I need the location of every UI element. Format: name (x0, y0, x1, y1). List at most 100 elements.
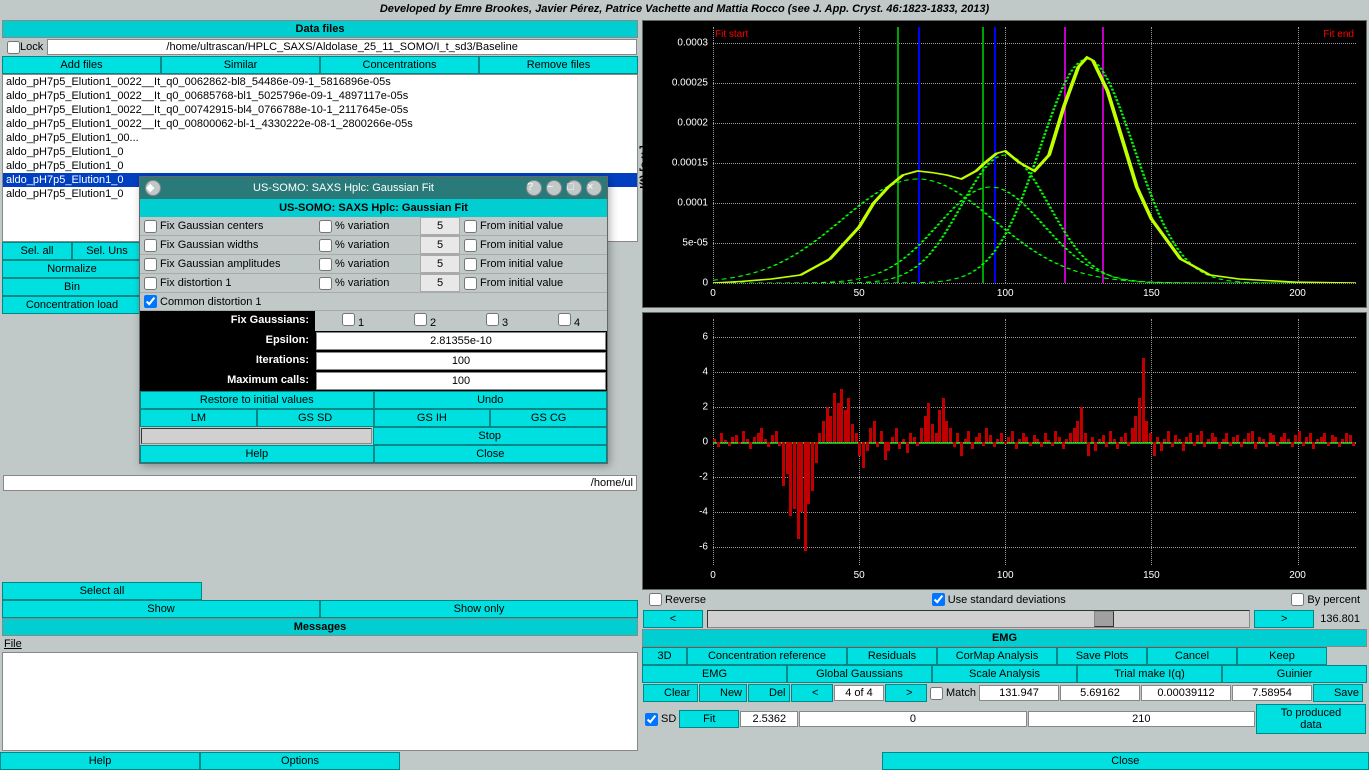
file-item[interactable]: aldo_pH7p5_Elution1_00... (3, 131, 637, 145)
gs-ih-button[interactable]: GS IH (374, 409, 491, 427)
slider-left-button[interactable]: < (643, 610, 703, 628)
fix-gaussian-1-checkbox[interactable]: 1 (342, 313, 364, 329)
cormap-analysis-button[interactable]: CorMap Analysis (937, 647, 1057, 665)
file-menu[interactable]: File (2, 636, 638, 652)
dialog-help-icon[interactable]: ? (526, 180, 542, 196)
select-all-button[interactable]: Select all (2, 582, 202, 600)
variation-0-value[interactable]: 5 (420, 217, 460, 235)
trial-make-i(q)-button[interactable]: Trial make I(q) (1077, 665, 1222, 683)
val3-input[interactable] (1141, 685, 1231, 701)
concentration-reference-button[interactable]: Concentration reference (687, 647, 847, 665)
dialog-close-button[interactable]: Close (374, 445, 608, 463)
range-start-input[interactable] (799, 711, 1026, 727)
fix-gaussians-label: Fix Gaussians: (140, 311, 315, 331)
residuals-button[interactable]: Residuals (847, 647, 937, 665)
reverse-checkbox[interactable]: Reverse (643, 591, 712, 608)
max-calls-input[interactable] (316, 372, 606, 390)
fix-row-2-checkbox[interactable]: Fix Gaussian amplitudes (140, 255, 315, 273)
epsilon-input[interactable] (316, 332, 606, 350)
restore-button[interactable]: Restore to initial values (140, 391, 374, 409)
save-button[interactable]: Save (1313, 684, 1363, 702)
slider-right-button[interactable]: > (1254, 610, 1314, 628)
fix-gaussian-3-checkbox[interactable]: 3 (486, 313, 508, 329)
position-slider[interactable] (707, 610, 1250, 628)
dialog-close-icon[interactable]: × (586, 180, 602, 196)
emg-button[interactable]: EMG (642, 665, 787, 683)
remove-files-button[interactable]: Remove files (479, 56, 638, 74)
bin-button[interactable]: Bin (2, 278, 142, 296)
gs-sd-button[interactable]: GS SD (257, 409, 374, 427)
global-gaussians-button[interactable]: Global Gaussians (787, 665, 932, 683)
undo-button[interactable]: Undo (374, 391, 608, 409)
footer-help-button[interactable]: Help (0, 752, 200, 770)
val1-input[interactable] (979, 685, 1059, 701)
lm-button[interactable]: LM (140, 409, 257, 427)
sel-all-button[interactable]: Sel. all (2, 242, 72, 260)
path-input[interactable] (47, 39, 637, 55)
iterations-input[interactable] (316, 352, 606, 370)
common-distortion-checkbox[interactable]: Common distortion 1 (140, 293, 607, 310)
normalize-button[interactable]: Normalize (2, 260, 142, 278)
dialog-maximize-icon[interactable]: □ (566, 180, 582, 196)
next-button[interactable]: > (885, 684, 927, 702)
dialog-sysmenu-icon[interactable]: ◆ (145, 180, 161, 196)
similar-button[interactable]: Similar (161, 56, 320, 74)
show-only-button[interactable]: Show only (320, 600, 638, 618)
fix-row-3-checkbox[interactable]: Fix distortion 1 (140, 274, 315, 292)
file-item[interactable]: aldo_pH7p5_Elution1_0 (3, 159, 637, 173)
scale-analysis-button[interactable]: Scale Analysis (932, 665, 1077, 683)
cancel-button[interactable]: Cancel (1147, 647, 1237, 665)
variation-3-value[interactable]: 5 (420, 274, 460, 292)
variation-0-checkbox[interactable]: % variation (315, 217, 420, 235)
initial-3-checkbox[interactable]: From initial value (460, 274, 607, 292)
variation-2-value[interactable]: 5 (420, 255, 460, 273)
prev-button[interactable]: < (791, 684, 833, 702)
initial-0-checkbox[interactable]: From initial value (460, 217, 607, 235)
fix-row-1-checkbox[interactable]: Fix Gaussian widths (140, 236, 315, 254)
variation-3-checkbox[interactable]: % variation (315, 274, 420, 292)
file-item[interactable]: aldo_pH7p5_Elution1_0022__It_q0_00800062… (3, 117, 637, 131)
new-button[interactable]: New (699, 684, 747, 702)
stop-button[interactable]: Stop (373, 427, 608, 445)
save-plots-button[interactable]: Save Plots (1057, 647, 1147, 665)
del-button[interactable]: Del (748, 684, 790, 702)
guinier-button[interactable]: Guinier (1222, 665, 1367, 683)
concentrations-button[interactable]: Concentrations (320, 56, 479, 74)
show-button[interactable]: Show (2, 600, 320, 618)
fix-gaussian-4-checkbox[interactable]: 4 (558, 313, 580, 329)
val4-input[interactable] (1232, 685, 1312, 701)
file-item[interactable]: aldo_pH7p5_Elution1_0022__It_q0_0062862-… (3, 75, 637, 89)
keep-button[interactable]: Keep (1237, 647, 1327, 665)
file-item[interactable]: aldo_pH7p5_Elution1_0022__It_q0_00742915… (3, 103, 637, 117)
variation-1-value[interactable]: 5 (420, 236, 460, 254)
match-checkbox[interactable]: Match (928, 687, 978, 700)
file-item[interactable]: aldo_pH7p5_Elution1_0 (3, 145, 637, 159)
footer-close-button[interactable]: Close (882, 752, 1369, 770)
fix-row-0-checkbox[interactable]: Fix Gaussian centers (140, 217, 315, 235)
clear-button[interactable]: Clear (643, 684, 698, 702)
val2-input[interactable] (1060, 685, 1140, 701)
range-end-input[interactable] (1028, 711, 1255, 727)
lock-checkbox[interactable]: Lock (3, 39, 47, 55)
concentration-load-button[interactable]: Concentration load (2, 296, 142, 314)
sel-unsel-button[interactable]: Sel. Uns (72, 242, 142, 260)
add-files-button[interactable]: Add files (2, 56, 161, 74)
intensity-chart: I(t) [a.u.] Fit start Fit end 0501001502… (642, 20, 1367, 308)
by-percent-checkbox[interactable]: By percent (1285, 591, 1366, 608)
variation-2-checkbox[interactable]: % variation (315, 255, 420, 273)
fit-button[interactable]: Fit (679, 710, 739, 728)
to-produced-data-button[interactable]: To produced data (1256, 704, 1366, 734)
variation-1-checkbox[interactable]: % variation (315, 236, 420, 254)
3d-button[interactable]: 3D (642, 647, 687, 665)
dialog-help-button[interactable]: Help (140, 445, 374, 463)
initial-1-checkbox[interactable]: From initial value (460, 236, 607, 254)
dialog-minimize-icon[interactable]: − (546, 180, 562, 196)
path2-input[interactable] (3, 475, 637, 491)
gs-cg-button[interactable]: GS CG (490, 409, 607, 427)
std-dev-checkbox[interactable]: Use standard deviations (926, 591, 1072, 608)
initial-2-checkbox[interactable]: From initial value (460, 255, 607, 273)
footer-options-button[interactable]: Options (200, 752, 400, 770)
sd-checkbox[interactable]: SD (643, 713, 678, 726)
fix-gaussian-2-checkbox[interactable]: 2 (414, 313, 436, 329)
file-item[interactable]: aldo_pH7p5_Elution1_0022__It_q0_00685768… (3, 89, 637, 103)
